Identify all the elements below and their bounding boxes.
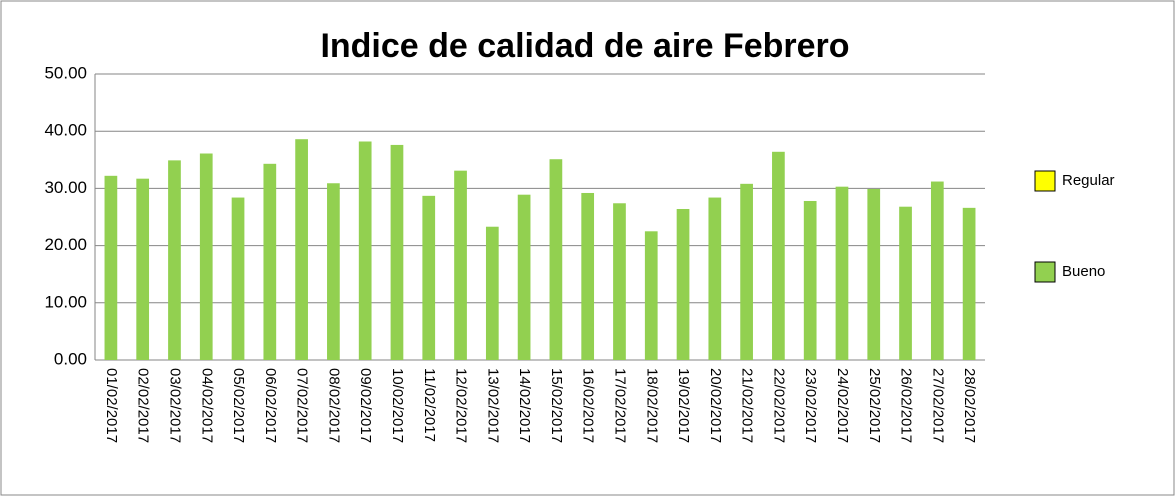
bar xyxy=(263,163,277,360)
bar xyxy=(231,197,245,360)
bar xyxy=(644,231,658,360)
bar xyxy=(390,144,404,360)
x-tick-label: 28/02/2017 xyxy=(961,368,978,443)
bar xyxy=(899,206,912,360)
bar xyxy=(930,181,944,360)
x-tick-label: 17/02/2017 xyxy=(611,368,628,443)
legend-swatch xyxy=(1034,170,1056,192)
bar xyxy=(740,183,753,360)
y-tick-label: 50.00 xyxy=(44,63,87,82)
x-tick-label: 18/02/2017 xyxy=(643,368,660,443)
bar xyxy=(962,207,976,360)
bar xyxy=(803,200,817,360)
x-tick-label: 09/02/2017 xyxy=(357,368,374,443)
x-tick-label: 04/02/2017 xyxy=(198,368,215,443)
x-tick-label: 11/02/2017 xyxy=(421,368,438,442)
bar xyxy=(454,170,467,360)
bar xyxy=(835,186,849,360)
x-tick-label: 15/02/2017 xyxy=(548,368,565,443)
x-tick-label: 02/02/2017 xyxy=(135,368,152,443)
x-tick-label: 16/02/2017 xyxy=(580,368,597,443)
bar xyxy=(676,208,690,360)
x-tick-label: 27/02/2017 xyxy=(929,368,946,443)
bar xyxy=(517,194,531,360)
x-tick-label: 23/02/2017 xyxy=(802,368,819,443)
x-tick-label: 03/02/2017 xyxy=(166,368,183,443)
bar xyxy=(136,178,150,360)
x-tick-label: 24/02/2017 xyxy=(834,368,851,443)
x-tick-label: 21/02/2017 xyxy=(739,368,756,443)
x-tick-label: 26/02/2017 xyxy=(898,368,915,443)
legend-label: Regular xyxy=(1062,172,1115,189)
x-tick-label: 22/02/2017 xyxy=(770,368,787,443)
bar xyxy=(104,175,118,360)
y-tick-label: 30.00 xyxy=(44,178,87,197)
x-tick-label: 01/02/2017 xyxy=(103,368,120,443)
bar xyxy=(422,195,436,360)
x-tick-label: 10/02/2017 xyxy=(389,368,406,443)
legend-label: Bueno xyxy=(1062,263,1105,280)
x-tick-label: 14/02/2017 xyxy=(516,368,533,443)
bar xyxy=(581,192,595,360)
x-tick-label: 25/02/2017 xyxy=(866,368,883,443)
bar xyxy=(295,139,308,360)
x-tick-label: 08/02/2017 xyxy=(325,368,342,443)
chart-title: Indice de calidad de aire Febrero xyxy=(320,27,849,65)
y-tick-label: 40.00 xyxy=(44,121,87,140)
x-tick-label: 13/02/2017 xyxy=(484,368,501,443)
bar xyxy=(168,160,181,360)
bar xyxy=(613,203,626,360)
x-tick-label: 19/02/2017 xyxy=(675,368,692,443)
x-tick-label: 12/02/2017 xyxy=(453,368,470,443)
legend-swatch xyxy=(1034,261,1056,283)
y-tick-label: 10.00 xyxy=(44,292,87,311)
y-tick-label: 20.00 xyxy=(44,235,87,254)
bar xyxy=(485,226,499,360)
x-tick-label: 06/02/2017 xyxy=(262,368,279,443)
bar xyxy=(708,197,722,360)
bar xyxy=(327,183,340,360)
bar xyxy=(199,153,213,360)
y-tick-label: 0.00 xyxy=(54,349,87,368)
x-tick-label: 07/02/2017 xyxy=(294,368,311,443)
x-tick-label: 20/02/2017 xyxy=(707,368,724,443)
bar xyxy=(358,141,372,360)
x-tick-label: 05/02/2017 xyxy=(230,368,247,443)
bar xyxy=(867,188,881,360)
bar xyxy=(549,159,563,360)
bar xyxy=(772,151,785,360)
